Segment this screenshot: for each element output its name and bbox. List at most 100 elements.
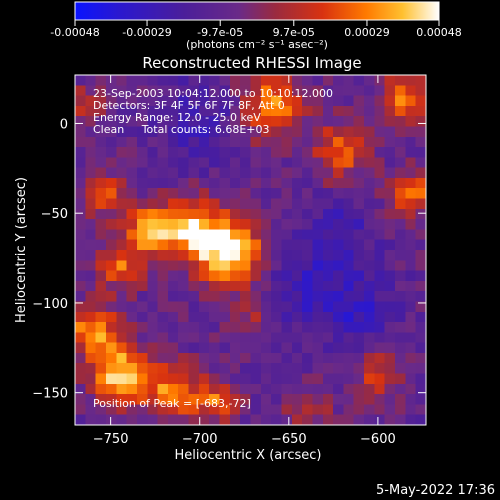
- heatmap-cell: [250, 280, 262, 292]
- heatmap-cell: [136, 105, 148, 117]
- heatmap-cell: [126, 260, 138, 272]
- heatmap-cell: [157, 291, 169, 303]
- colorbar-tick-label: 0.00029: [344, 26, 390, 39]
- heatmap-cell: [291, 270, 303, 282]
- heatmap-cell: [95, 157, 107, 169]
- heatmap-cell: [219, 404, 231, 416]
- heatmap-cell: [116, 363, 128, 375]
- heatmap-cell: [157, 95, 169, 107]
- heatmap-cell: [395, 342, 406, 354]
- heatmap-cell: [147, 342, 159, 354]
- colorbar-tick-label: 0.00048: [416, 26, 462, 39]
- heatmap-cell: [405, 75, 417, 86]
- heatmap-cell: [240, 363, 252, 375]
- heatmap-cell: [271, 311, 283, 323]
- heatmap-cell: [271, 198, 283, 210]
- heatmap-cell: [281, 177, 293, 189]
- heatmap-cell: [281, 342, 293, 354]
- heatmap-cell: [405, 363, 417, 375]
- heatmap-cell: [116, 147, 128, 158]
- heatmap-cell: [312, 291, 324, 303]
- heatmap-cell: [322, 414, 334, 425]
- heatmap-cell: [188, 136, 200, 148]
- heatmap-cell: [198, 177, 210, 189]
- heatmap-cell: [271, 116, 283, 128]
- heatmap-cell: [198, 229, 210, 241]
- heatmap-cell: [291, 311, 303, 323]
- heatmap-cell: [415, 414, 426, 425]
- heatmap-cell: [415, 177, 426, 189]
- heatmap-cell: [198, 373, 210, 385]
- heatmap-cell: [312, 250, 324, 261]
- heatmap-cell: [219, 352, 231, 364]
- heatmap-cell: [209, 116, 221, 128]
- heatmap-cell: [136, 373, 148, 385]
- heatmap-cell: [188, 188, 200, 200]
- heatmap-cell: [333, 260, 345, 272]
- heatmap-cell: [291, 332, 303, 344]
- heatmap-cell: [384, 311, 396, 323]
- heatmap-cell: [353, 105, 365, 117]
- heatmap-cell: [229, 414, 241, 425]
- heatmap-cell: [85, 404, 97, 416]
- heatmap-cell: [291, 85, 303, 97]
- heatmap-cell: [374, 322, 386, 333]
- heatmap-cell: [116, 270, 128, 282]
- heatmap-cell: [229, 332, 241, 344]
- heatmap-cell: [250, 188, 262, 200]
- heatmap-cell: [229, 95, 241, 107]
- heatmap-cell: [312, 177, 324, 189]
- heatmap-cell: [343, 332, 355, 344]
- heatmap-cell: [95, 167, 107, 179]
- heatmap-cell: [167, 332, 179, 344]
- heatmap-cell: [209, 239, 221, 251]
- heatmap-cell: [384, 126, 396, 138]
- heatmap-cell: [281, 147, 293, 158]
- heatmap-cell: [116, 394, 128, 406]
- heatmap-cell: [312, 332, 324, 344]
- x-tick-label: −650: [271, 432, 307, 447]
- heatmap-cell: [333, 414, 345, 425]
- heatmap-cell: [95, 311, 107, 323]
- heatmap-cell: [219, 208, 231, 220]
- heatmap-cell: [353, 373, 365, 385]
- heatmap-cell: [302, 270, 314, 282]
- heatmap-cell: [415, 332, 426, 344]
- heatmap-cell: [126, 352, 138, 364]
- heatmap-cell: [136, 260, 148, 272]
- heatmap-cell: [147, 147, 159, 158]
- heatmap-cell: [281, 291, 293, 303]
- heatmap-cell: [405, 373, 417, 385]
- heatmap-cell: [281, 311, 293, 323]
- heatmap-cell: [384, 291, 396, 303]
- heatmap-cell: [395, 229, 406, 241]
- heatmap-cell: [85, 280, 97, 292]
- heatmap-cell: [167, 85, 179, 97]
- heatmap-cell: [415, 95, 426, 107]
- heatmap-cell: [209, 383, 221, 395]
- heatmap-cell: [405, 147, 417, 158]
- heatmap-cell: [116, 352, 128, 364]
- heatmap-cell: [333, 332, 345, 344]
- heatmap-cell: [281, 373, 293, 385]
- heatmap-cell: [395, 105, 406, 117]
- heatmap-cell: [178, 383, 190, 395]
- heatmap-cell: [333, 311, 345, 323]
- heatmap-cell: [209, 270, 221, 282]
- heatmap-cell: [302, 208, 314, 220]
- heatmap-cell: [395, 383, 406, 395]
- heatmap-cell: [302, 373, 314, 385]
- heatmap-cell: [312, 116, 324, 128]
- heatmap-cell: [271, 177, 283, 189]
- heatmap-cell: [126, 404, 138, 416]
- heatmap-cell: [147, 229, 159, 241]
- heatmap-cell: [240, 126, 252, 138]
- heatmap-cell: [116, 414, 128, 425]
- heatmap-cell: [415, 219, 426, 231]
- heatmap-cell: [343, 280, 355, 292]
- heatmap-cell: [343, 147, 355, 158]
- heatmap-cell: [291, 229, 303, 241]
- heatmap-cell: [188, 332, 200, 344]
- heatmap-cell: [343, 157, 355, 169]
- heatmap-cell: [281, 394, 293, 406]
